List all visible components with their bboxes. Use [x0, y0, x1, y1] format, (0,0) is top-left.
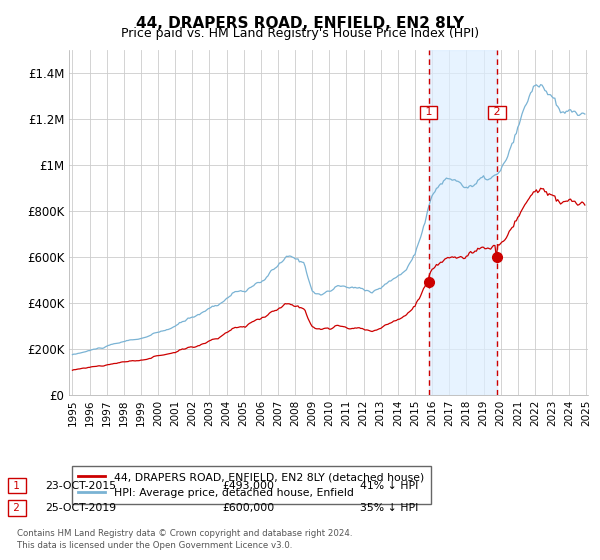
Text: 44, DRAPERS ROAD, ENFIELD, EN2 8LY: 44, DRAPERS ROAD, ENFIELD, EN2 8LY — [136, 16, 464, 31]
Text: 23-OCT-2015: 23-OCT-2015 — [45, 480, 116, 491]
Text: 35% ↓ HPI: 35% ↓ HPI — [360, 503, 418, 513]
Bar — [429, 50, 497, 395]
Text: £600,000: £600,000 — [222, 503, 274, 513]
Text: 41% ↓ HPI: 41% ↓ HPI — [360, 480, 418, 491]
Text: 25-OCT-2019: 25-OCT-2019 — [45, 503, 116, 513]
Text: 1: 1 — [422, 108, 436, 118]
Text: 2: 2 — [10, 503, 23, 513]
Legend: 44, DRAPERS ROAD, ENFIELD, EN2 8LY (detached house), HPI: Average price, detache: 44, DRAPERS ROAD, ENFIELD, EN2 8LY (deta… — [72, 466, 431, 504]
Text: Contains HM Land Registry data © Crown copyright and database right 2024.
This d: Contains HM Land Registry data © Crown c… — [17, 529, 352, 550]
Text: £493,000: £493,000 — [222, 480, 274, 491]
Text: 2: 2 — [490, 108, 504, 118]
Text: 1: 1 — [10, 480, 23, 491]
Text: Price paid vs. HM Land Registry's House Price Index (HPI): Price paid vs. HM Land Registry's House … — [121, 27, 479, 40]
